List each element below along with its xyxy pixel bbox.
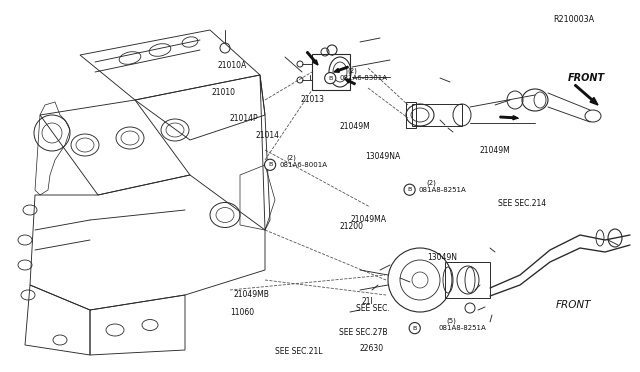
Text: 13049N: 13049N [428, 253, 458, 262]
FancyArrow shape [575, 84, 598, 105]
Text: 21200: 21200 [339, 222, 364, 231]
Circle shape [324, 73, 336, 84]
Text: FRONT: FRONT [568, 73, 605, 83]
Text: 21049M: 21049M [339, 122, 370, 131]
Text: (2): (2) [287, 154, 296, 161]
Text: (2): (2) [347, 67, 356, 74]
Text: SEE SEC.27B: SEE SEC.27B [339, 328, 388, 337]
Bar [312, 54, 350, 90]
Text: FRONT: FRONT [556, 300, 591, 310]
Text: SEE SEC.21L: SEE SEC.21L [275, 347, 323, 356]
Circle shape [409, 323, 420, 334]
Text: R210003A: R210003A [554, 15, 595, 24]
Text: SEE SEC.214: SEE SEC.214 [498, 199, 546, 208]
Text: 13049NA: 13049NA [365, 152, 400, 161]
Text: 081A6-8001A: 081A6-8001A [279, 162, 327, 168]
Text: 081A8-8251A: 081A8-8251A [419, 187, 467, 193]
FancyArrow shape [307, 51, 318, 65]
Text: SEE SEC.: SEE SEC. [356, 304, 390, 313]
Text: (2): (2) [426, 179, 436, 186]
Text: 21049MB: 21049MB [234, 291, 269, 299]
Text: 21014: 21014 [256, 131, 280, 140]
Bar [406, 102, 416, 128]
Text: B: B [268, 162, 272, 167]
Text: 21010: 21010 [211, 88, 236, 97]
Text: 081A6-8301A: 081A6-8301A [339, 75, 387, 81]
Text: 21049MA: 21049MA [351, 215, 387, 224]
Text: (5): (5) [446, 317, 456, 324]
Text: 22630: 22630 [360, 344, 384, 353]
Bar [445, 262, 490, 298]
Text: 21013: 21013 [301, 95, 324, 104]
Circle shape [404, 184, 415, 195]
FancyArrow shape [345, 79, 355, 85]
Bar [412, 104, 462, 126]
Circle shape [264, 159, 276, 170]
Text: B: B [413, 326, 417, 331]
Text: 21049M: 21049M [480, 146, 511, 155]
Text: B: B [328, 76, 332, 81]
Text: 081A8-8251A: 081A8-8251A [438, 325, 486, 331]
Text: 21I: 21I [362, 297, 373, 306]
FancyArrow shape [500, 116, 518, 120]
FancyArrow shape [334, 66, 348, 72]
Text: 21014P: 21014P [229, 114, 258, 123]
Text: 11060: 11060 [230, 308, 255, 317]
Text: B: B [408, 187, 412, 192]
Text: 21010A: 21010A [218, 61, 247, 70]
